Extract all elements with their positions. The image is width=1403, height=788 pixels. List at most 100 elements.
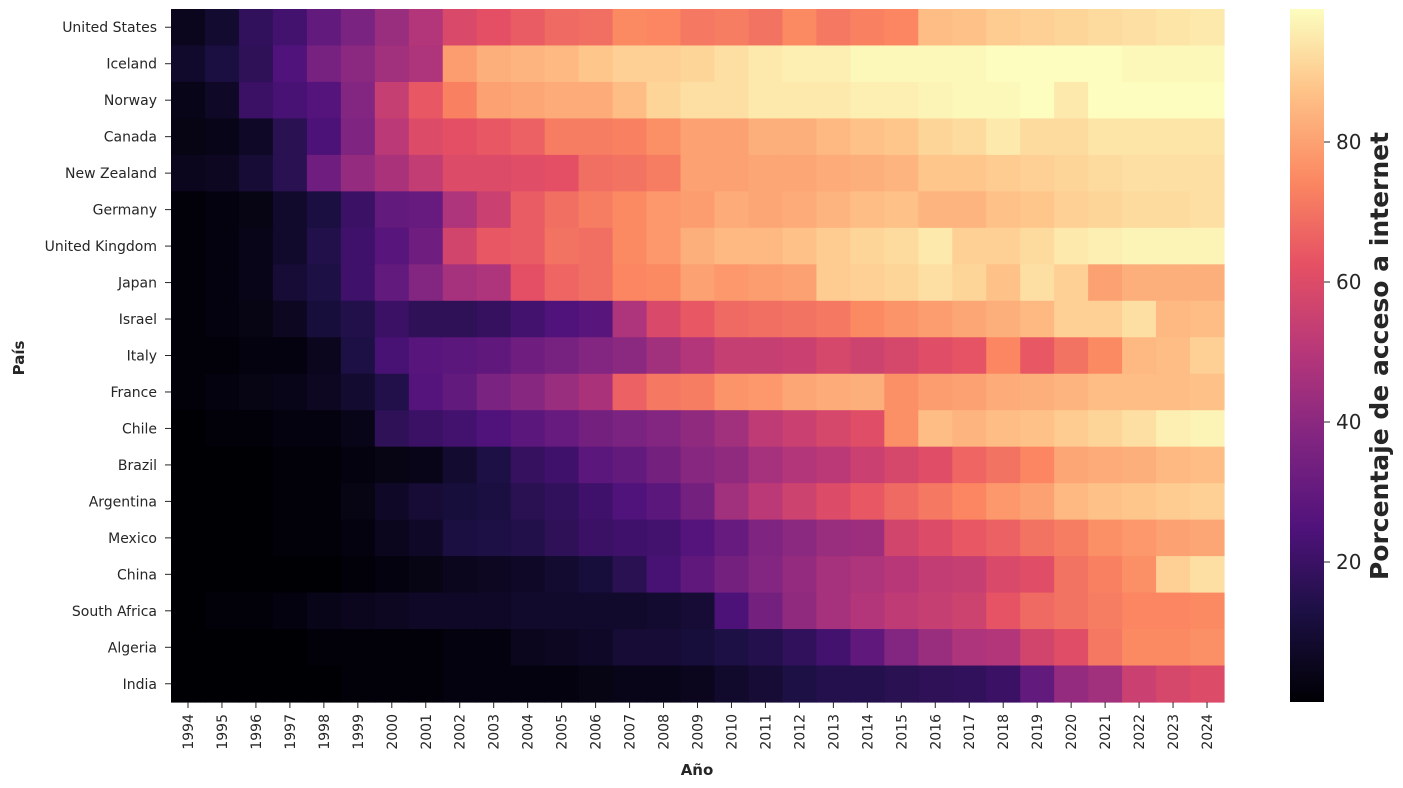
heatmap-cell [306, 9, 342, 47]
heatmap-cell [544, 446, 580, 484]
heatmap-cell [1020, 446, 1055, 484]
heatmap-cell [272, 629, 308, 667]
heatmap-cell [782, 410, 817, 448]
heatmap-cell [1122, 9, 1157, 47]
heatmap-cell [1088, 665, 1123, 703]
heatmap-cell [884, 118, 919, 156]
heatmap-cell [340, 191, 376, 229]
heatmap-cell [306, 227, 342, 265]
heatmap-cell [340, 556, 376, 594]
heatmap-cell [476, 556, 512, 594]
heatmap-cell [306, 81, 342, 120]
heatmap-cell [510, 264, 546, 302]
heatmap-cell [171, 446, 206, 484]
heatmap-cell [340, 629, 376, 667]
heatmap-cell [646, 373, 682, 411]
heatmap-cell [748, 556, 784, 594]
heatmap-cell [171, 373, 206, 411]
heatmap-cell [1088, 337, 1123, 375]
heatmap-cell [680, 264, 716, 302]
heatmap-cell [171, 629, 206, 667]
heatmap-cell [646, 191, 682, 229]
heatmap-cell [340, 665, 376, 703]
heatmap-cell [1156, 410, 1191, 448]
heatmap-cell [782, 81, 817, 120]
heatmap-cell [952, 45, 987, 83]
heatmap-cell [646, 592, 682, 630]
heatmap-cell [544, 227, 580, 265]
heatmap-cell [442, 118, 478, 156]
heatmap-cell [238, 337, 274, 375]
heatmap-cell [646, 264, 682, 302]
y-tick-label: Brazil [118, 458, 157, 474]
x-tick-label: 2001 [419, 714, 435, 750]
heatmap-cell [646, 9, 682, 47]
heatmap-cell [918, 9, 953, 47]
heatmap-cell [1088, 446, 1123, 484]
heatmap-cell [578, 446, 614, 484]
heatmap-cell [952, 9, 987, 47]
heatmap-cell [238, 373, 274, 411]
heatmap-cell [748, 227, 784, 265]
heatmap-cell [1020, 9, 1055, 47]
heatmap-cell [476, 9, 512, 47]
heatmap-cell [306, 483, 342, 521]
heatmap-cell [986, 227, 1021, 265]
heatmap-cell [408, 519, 444, 557]
heatmap-cell [782, 483, 817, 521]
heatmap-cell [1156, 592, 1191, 630]
heatmap-cell [476, 191, 512, 229]
heatmap-cell [238, 556, 274, 594]
heatmap-cell [1020, 665, 1055, 703]
heatmap-cell [1190, 519, 1225, 557]
heatmap-cell [612, 45, 648, 83]
heatmap-cell [238, 410, 274, 448]
heatmap-cell [272, 337, 308, 375]
heatmap-cell [442, 410, 478, 448]
heatmap-cell [680, 556, 716, 594]
heatmap-cell [1156, 300, 1191, 338]
heatmap-cell [476, 410, 512, 448]
heatmap-cell [646, 410, 682, 448]
heatmap-cell [714, 483, 750, 521]
heatmap-cell [986, 373, 1021, 411]
heatmap-cell [544, 191, 580, 229]
colorbar-tick-label: 40 [1336, 410, 1361, 434]
heatmap-cell [782, 300, 817, 338]
x-tick-label: 2012 [792, 714, 808, 750]
x-tick-label: 1998 [317, 714, 333, 750]
heatmap-cell [816, 154, 851, 192]
heatmap-cell [1156, 45, 1191, 83]
heatmap-cell [1122, 118, 1157, 156]
heatmap-cell [578, 227, 614, 265]
heatmap-cell [782, 556, 817, 594]
heatmap-cell [171, 300, 206, 338]
x-axis-title: Año [681, 761, 714, 779]
heatmap-cell [748, 118, 784, 156]
heatmap-cell [374, 45, 410, 83]
heatmap-cell [816, 81, 851, 120]
heatmap-cell [646, 483, 682, 521]
heatmap-cell [1088, 556, 1123, 594]
heatmap-cell [442, 45, 478, 83]
heatmap-cell [578, 337, 614, 375]
heatmap-cell [680, 665, 716, 703]
heatmap-cell [884, 556, 919, 594]
heatmap-cell [238, 118, 274, 156]
x-tick-label: 2000 [385, 714, 401, 750]
heatmap-cell [782, 9, 817, 47]
heatmap-cell [510, 337, 546, 375]
heatmap-cell [816, 556, 851, 594]
heatmap-cell [1156, 264, 1191, 302]
heatmap-cell [408, 227, 444, 265]
heatmap-cell [1190, 9, 1225, 47]
heatmap-cell [272, 191, 308, 229]
heatmap-cell [1122, 519, 1157, 557]
heatmap-cell [544, 154, 580, 192]
heatmap-cell [204, 9, 240, 47]
heatmap-cell [612, 556, 648, 594]
heatmap-cell [918, 45, 953, 83]
heatmap-cell [1020, 45, 1055, 83]
heatmap-cell [782, 519, 817, 557]
heatmap-cell [918, 556, 953, 594]
